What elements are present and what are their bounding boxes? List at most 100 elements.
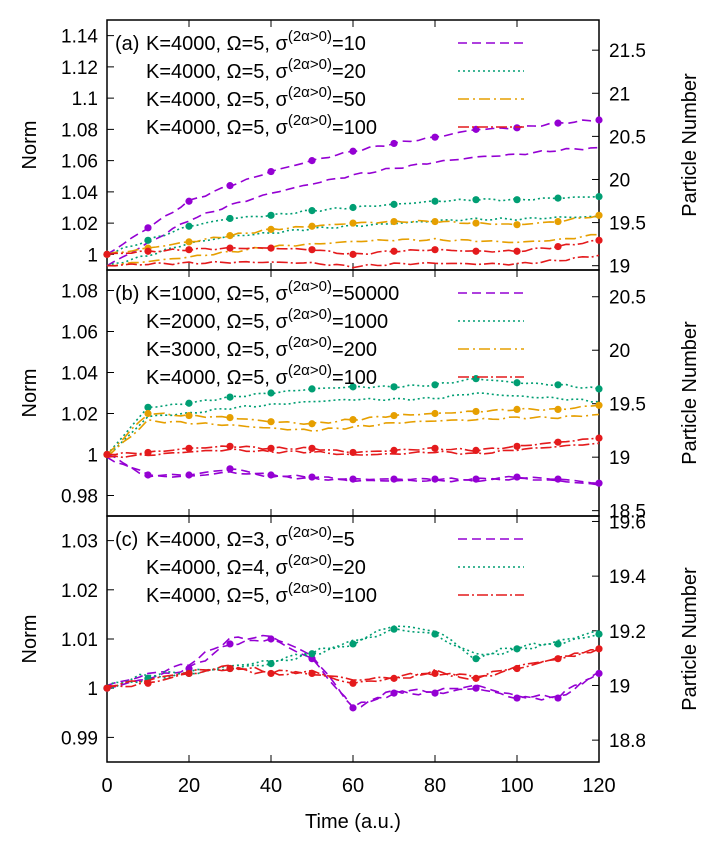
norm-point	[595, 630, 603, 638]
norm-point	[349, 416, 357, 424]
series-particle-line	[106, 233, 599, 267]
panel-label: (a)	[115, 33, 139, 55]
norm-point	[226, 664, 234, 673]
norm-point	[390, 200, 398, 208]
y2-tick-label: 21.5	[609, 41, 646, 62]
norm-point	[554, 655, 562, 663]
norm-point	[349, 679, 357, 687]
norm-point	[144, 224, 152, 232]
norm-point	[513, 473, 521, 481]
norm-point	[472, 475, 480, 483]
panel-label: (c)	[115, 529, 138, 551]
legend-label: K=2000, Ω=5, σ(2α>0)=1000	[146, 306, 388, 333]
norm-point	[472, 674, 480, 682]
legend-label: K=4000, Ω=4, σ(2α>0)=20	[146, 552, 366, 579]
legend-label: K=4000, Ω=5, σ(2α>0)=50	[146, 84, 366, 111]
norm-point	[144, 403, 152, 411]
y-axis-title: Norm	[19, 615, 41, 664]
y-tick-label: 1.08	[61, 282, 98, 303]
norm-point	[595, 211, 603, 219]
norm-point	[554, 640, 562, 648]
norm-point	[185, 411, 193, 420]
y2-tick-label: 19	[609, 257, 630, 278]
norm-point	[226, 244, 234, 252]
norm-point	[267, 389, 275, 397]
y2-tick-label: 20	[609, 341, 630, 362]
norm-point	[595, 669, 603, 678]
norm-point	[595, 479, 603, 487]
y2-tick-label: 19.5	[609, 395, 646, 416]
norm-point	[185, 669, 193, 678]
norm-point	[308, 385, 316, 393]
norm-point	[472, 655, 480, 663]
norm-point	[226, 442, 234, 450]
y-tick-label: 1.14	[61, 27, 98, 48]
norm-point	[554, 381, 562, 389]
norm-point	[431, 444, 439, 452]
y-tick-label: 1	[87, 446, 98, 467]
norm-point	[308, 222, 316, 230]
y2-tick-label: 19	[609, 676, 630, 697]
legend-label: K=3000, Ω=5, σ(2α>0)=200	[146, 334, 377, 361]
norm-point	[390, 689, 398, 697]
norm-point	[267, 660, 275, 668]
y2-tick-label: 19	[609, 448, 630, 469]
norm-point	[349, 704, 357, 712]
norm-point	[267, 418, 275, 426]
norm-point	[144, 236, 152, 244]
norm-point	[390, 247, 398, 255]
norm-point	[308, 246, 316, 254]
x-tick-label: 80	[424, 775, 446, 797]
norm-point	[431, 630, 439, 638]
norm-point	[226, 414, 234, 422]
norm-point	[554, 475, 562, 483]
norm-point	[431, 246, 439, 254]
y2-axis-title: Particle Number	[679, 73, 701, 217]
y-tick-label: 1.04	[61, 183, 98, 204]
norm-point	[513, 405, 521, 413]
norm-point	[226, 465, 234, 473]
norm-point	[267, 225, 275, 233]
y-tick-label: 1.1	[72, 89, 98, 110]
norm-point	[144, 247, 152, 255]
norm-point	[595, 192, 603, 201]
series-particle-line	[106, 392, 600, 458]
norm-point	[390, 411, 398, 420]
legend-label: K=4000, Ω=3, σ(2α>0)=5	[146, 524, 355, 551]
norm-point	[267, 211, 275, 219]
norm-point	[513, 694, 521, 702]
norm-point	[226, 182, 234, 190]
y-tick-label: 1.08	[61, 120, 98, 141]
norm-point	[308, 473, 316, 481]
norm-point	[144, 471, 152, 479]
norm-point	[431, 133, 439, 141]
norm-point	[595, 645, 603, 653]
norm-point	[349, 448, 357, 457]
norm-point	[103, 250, 111, 258]
norm-point	[390, 674, 398, 682]
norm-point	[513, 124, 521, 132]
y2-tick-label: 19.2	[609, 622, 646, 643]
norm-point	[431, 689, 439, 697]
y-tick-label: 1.02	[61, 581, 98, 602]
panel-2: 0.99 1 1.01 1.02 1.03 18.8 19 19.2 19.4 19.6 Norm P…	[19, 512, 701, 797]
legend-label: K=4000, Ω=5, σ(2α>0)=100	[146, 112, 377, 139]
norm-point	[308, 207, 316, 215]
norm-point	[472, 446, 480, 454]
panel-0: 1 1.02 1.04 1.06 1.08 1.1 1.12 1.14 19 19.5 20 20.5…	[19, 19, 701, 278]
series-particle-line	[106, 625, 600, 687]
legend-label: K=4000, Ω=5, σ(2α>0)=100	[146, 362, 377, 389]
y-tick-label: 0.98	[61, 487, 98, 508]
y-tick-label: 1.04	[61, 364, 98, 385]
y-tick-label: 1	[87, 245, 98, 266]
legend-label: K=4000, Ω=5, σ(2α>0)=100	[146, 580, 377, 607]
norm-point	[595, 401, 603, 409]
norm-point	[431, 475, 439, 483]
norm-point	[308, 444, 316, 452]
norm-point	[144, 679, 152, 687]
norm-point	[267, 244, 275, 252]
norm-point	[267, 444, 275, 452]
y2-tick-label: 19.5	[609, 214, 646, 235]
norm-point	[349, 383, 357, 391]
